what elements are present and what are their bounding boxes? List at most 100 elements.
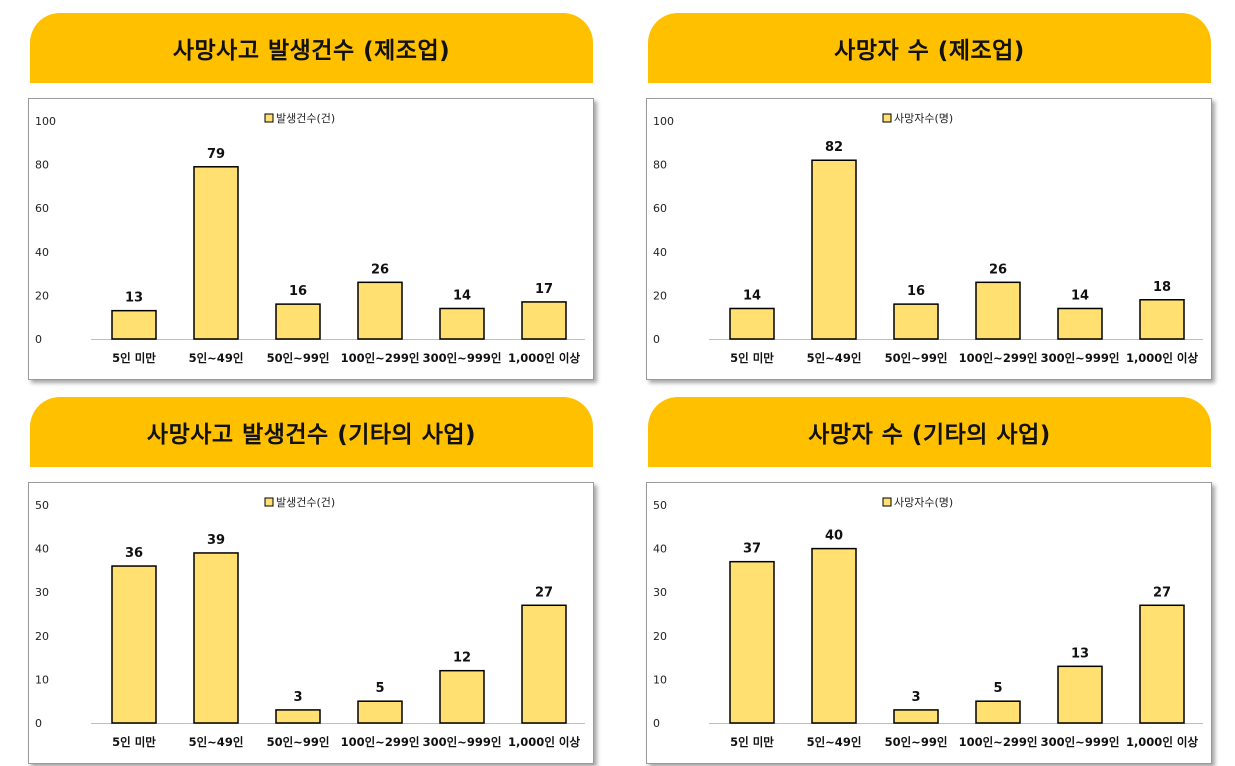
y-tick-label: 50	[35, 499, 49, 512]
x-tick-label: 300인~999인	[1041, 351, 1120, 365]
data-label: 27	[1153, 585, 1171, 600]
x-tick-label: 100인~299인	[341, 735, 420, 749]
bar	[521, 301, 567, 340]
data-label: 40	[825, 529, 843, 544]
chart-manufacturing-accidents: 발생건수(건) 0 20 40 60 80 100 13 5인 미만 79 5인~49인 16 50인~…	[28, 98, 594, 380]
bar	[275, 709, 321, 724]
bar	[521, 604, 567, 724]
x-tick-label: 5인~49인	[807, 735, 862, 749]
bar	[1057, 665, 1103, 724]
x-tick-label: 5인~49인	[807, 351, 862, 365]
data-label: 3	[911, 690, 920, 705]
data-label: 16	[907, 284, 925, 299]
y-tick-label: 80	[653, 159, 667, 172]
data-label: 5	[375, 681, 384, 696]
chart-other-accidents: 발생건수(건) 0 10 20 30 40 50 36 5인 미만 39 5인~49인 3 50인~99…	[28, 482, 594, 764]
data-label: 36	[125, 546, 143, 561]
data-label: 26	[371, 262, 389, 277]
legend-label: 발생건수(건)	[276, 496, 335, 509]
bar	[193, 552, 239, 724]
y-tick-label: 0	[35, 717, 42, 730]
x-tick-label: 5인 미만	[112, 351, 156, 365]
y-tick-label: 20	[35, 289, 49, 302]
y-tick-label: 30	[35, 586, 49, 599]
legend-swatch	[264, 113, 274, 123]
data-label: 14	[1071, 288, 1089, 303]
chart-svg: 사망자수(명) 0 20 40 60 80 100 14 5인 미만 82 5인~49인 16 50인~…	[653, 112, 1203, 365]
y-tick-label: 0	[653, 717, 660, 730]
data-label: 5	[993, 681, 1002, 696]
data-label: 3	[293, 690, 302, 705]
bar	[439, 307, 485, 340]
y-tick-label: 20	[653, 289, 667, 302]
bar	[811, 159, 857, 340]
data-label: 16	[289, 284, 307, 299]
chart-title-manufacturing-deaths: 사망자 수 (제조업)	[648, 13, 1211, 83]
x-tick-label: 1,000인 이상	[1126, 735, 1199, 749]
chart-manufacturing-deaths: 사망자수(명) 0 20 40 60 80 100 14 5인 미만 82 5인~49인 16 50인~…	[646, 98, 1212, 380]
y-tick-label: 30	[653, 586, 667, 599]
x-tick-label: 300인~999인	[1041, 735, 1120, 749]
x-tick-label: 50인~99인	[267, 351, 330, 365]
data-label: 17	[535, 282, 553, 297]
chart-other-deaths: 사망자수(명) 0 10 20 30 40 50 37 5인 미만 40 5인~49인 3 50인~99…	[646, 482, 1212, 764]
x-tick-label: 100인~299인	[959, 351, 1038, 365]
x-tick-label: 5인 미만	[730, 735, 774, 749]
bar	[357, 700, 403, 724]
y-tick-label: 50	[653, 499, 667, 512]
chart-svg: 발생건수(건) 0 20 40 60 80 100 13 5인 미만 79 5인~49인 16 50인~…	[35, 112, 585, 365]
y-tick-label: 20	[35, 630, 49, 643]
chart-title-other-deaths: 사망자 수 (기타의 사업)	[648, 397, 1211, 467]
chart-title-other-accidents: 사망사고 발생건수 (기타의 사업)	[30, 397, 593, 467]
y-tick-label: 40	[653, 543, 667, 556]
data-label: 14	[743, 288, 761, 303]
data-label: 12	[453, 651, 471, 666]
bar	[193, 166, 239, 340]
legend-label: 발생건수(건)	[276, 112, 335, 125]
y-tick-label: 100	[35, 115, 56, 128]
x-tick-label: 300인~999인	[423, 351, 502, 365]
x-tick-label: 300인~999인	[423, 735, 502, 749]
data-label: 27	[535, 585, 553, 600]
y-tick-label: 60	[653, 202, 667, 215]
legend-label: 사망자수(명)	[894, 112, 953, 125]
x-tick-label: 5인 미만	[730, 351, 774, 365]
legend-swatch	[882, 497, 892, 507]
x-tick-label: 50인~99인	[885, 351, 948, 365]
bar	[439, 669, 485, 724]
legend-swatch	[882, 113, 892, 123]
bar	[1139, 299, 1185, 340]
x-tick-label: 5인 미만	[112, 735, 156, 749]
x-tick-label: 50인~99인	[885, 735, 948, 749]
y-tick-label: 20	[653, 630, 667, 643]
bar	[357, 281, 403, 340]
bar	[111, 565, 157, 724]
data-label: 18	[1153, 280, 1171, 295]
legend-label: 사망자수(명)	[894, 496, 953, 509]
y-tick-label: 60	[35, 202, 49, 215]
bar	[729, 560, 775, 724]
bar	[975, 700, 1021, 724]
y-tick-label: 0	[653, 333, 660, 346]
data-label: 37	[743, 542, 761, 557]
bar	[893, 303, 939, 340]
bar	[1139, 604, 1185, 724]
data-label: 79	[207, 147, 225, 162]
bar	[811, 547, 857, 724]
y-tick-label: 10	[35, 673, 49, 686]
bar	[893, 709, 939, 724]
bar	[275, 303, 321, 340]
data-label: 82	[825, 140, 843, 155]
bar	[729, 307, 775, 340]
x-tick-label: 1,000인 이상	[1126, 351, 1199, 365]
data-label: 26	[989, 262, 1007, 277]
data-label: 13	[1071, 646, 1089, 661]
chart-title-manufacturing-accidents: 사망사고 발생건수 (제조업)	[30, 13, 593, 83]
data-label: 13	[125, 291, 143, 306]
bar	[975, 281, 1021, 340]
y-tick-label: 100	[653, 115, 674, 128]
data-label: 14	[453, 288, 471, 303]
chart-svg: 사망자수(명) 0 10 20 30 40 50 37 5인 미만 40 5인~49인 3 50인~99…	[653, 496, 1203, 749]
x-tick-label: 5인~49인	[189, 351, 244, 365]
x-tick-label: 100인~299인	[341, 351, 420, 365]
